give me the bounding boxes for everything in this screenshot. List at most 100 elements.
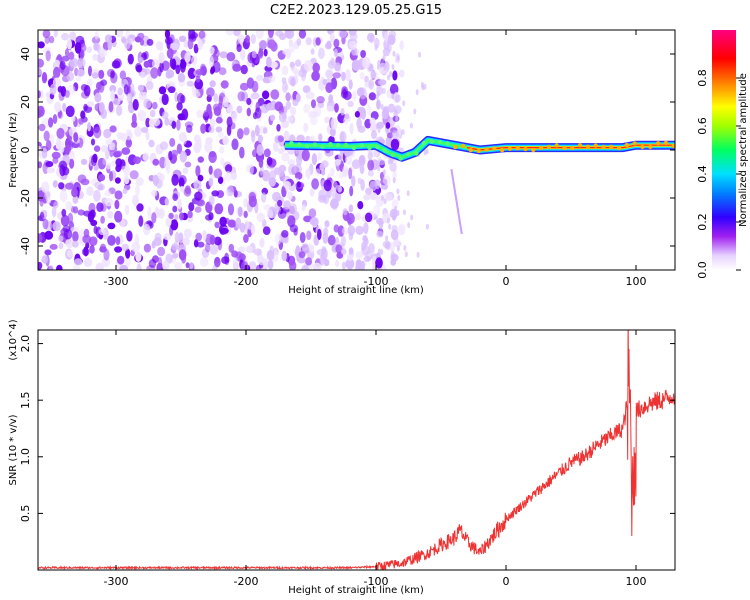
noise-blob [164,30,171,39]
noise-blob [104,190,112,197]
noise-blob [205,214,212,221]
noise-blob [61,55,70,62]
noise-blob [328,94,334,104]
noise-blob [330,117,338,130]
noise-blob [176,143,183,155]
ridge-dot [336,143,341,148]
ridge-dot [390,152,396,158]
noise-blob [121,243,129,251]
x-tick-label: 100 [626,575,647,588]
ridge-dot [445,141,450,146]
noise-blob [351,159,361,170]
noise-blob [171,174,179,186]
noise-blob [226,52,236,62]
noise-blob [380,103,384,110]
spectrogram-marks [38,30,675,270]
noise-blob [73,258,83,267]
noise-blob [367,170,374,177]
noise-blob [213,106,222,116]
noise-blob [306,230,312,241]
noise-blob [375,257,383,269]
ridge-dot [609,144,614,149]
noise-blob [307,110,317,119]
noise-blob [248,163,254,176]
noise-blob [250,223,256,235]
noise-blob [359,72,365,80]
noise-blob [387,158,391,165]
noise-blob [281,230,289,238]
noise-blob [385,235,389,242]
noise-blob [277,199,283,207]
colorbar-tick-label: 0.2 [696,213,709,231]
noise-blob [181,108,189,121]
noise-blob [355,259,362,270]
noise-blob [184,185,191,195]
noise-blob [135,177,144,186]
noise-blob [93,189,101,202]
noise-blob [404,251,408,258]
noise-blob [215,117,223,124]
noise-blob [318,189,327,201]
noise-blob [317,152,322,161]
ridge-dot [359,143,364,148]
figure-title: C2E2.2023.129.05.25.G15 [270,3,442,18]
noise-blob [283,200,291,210]
noise-blob [164,197,169,206]
noise-blob [409,122,413,129]
noise-blob [125,248,131,259]
noise-blob [288,164,297,176]
noise-blob [93,145,101,152]
noise-blob [116,132,124,140]
noise-blob [245,34,251,44]
ridge-dot [538,145,544,151]
noise-blob [94,92,102,103]
noise-blob [208,165,213,175]
noise-blob [174,262,183,270]
noise-blob [122,188,128,195]
noise-blob [145,131,150,141]
noise-blob [191,55,198,66]
noise-blob [103,128,112,139]
noise-blob [64,90,70,98]
noise-blob [263,148,271,158]
noise-blob [413,108,417,115]
noise-blob [197,39,203,50]
noise-blob [340,235,346,247]
noise-blob [176,119,181,131]
noise-blob [383,64,387,71]
noise-blob [349,122,354,135]
noise-blob [93,42,99,51]
noise-blob [277,209,287,219]
noise-blob [38,161,42,169]
noise-blob [125,138,132,148]
noise-blob [114,177,121,184]
noise-blob [322,232,329,244]
noise-blob [239,82,249,91]
noise-blob [327,60,335,70]
colorbar-label: Normalized spectral amplitude [738,73,749,227]
noise-blob [310,48,315,55]
noise-blob [266,208,274,219]
snr-multiplier: (x10^4) [8,319,19,360]
noise-blob [267,39,276,49]
noise-blob [181,254,187,264]
noise-blob [347,225,356,236]
noise-blob [296,134,305,143]
noise-blob [228,243,235,253]
noise-blob [77,58,84,66]
noise-blob [298,251,306,259]
noise-blob [151,189,158,197]
noise-blob [394,94,401,103]
noise-blob [390,138,400,151]
noise-blob [303,215,312,223]
noise-blob [403,245,407,251]
noise-blob [214,221,220,229]
noise-blob [102,158,107,166]
noise-blob [72,206,79,214]
noise-blob [45,140,52,151]
noise-blob [325,69,333,79]
noise-blob [425,223,429,230]
noise-blob [290,77,296,87]
noise-blob [289,224,299,233]
